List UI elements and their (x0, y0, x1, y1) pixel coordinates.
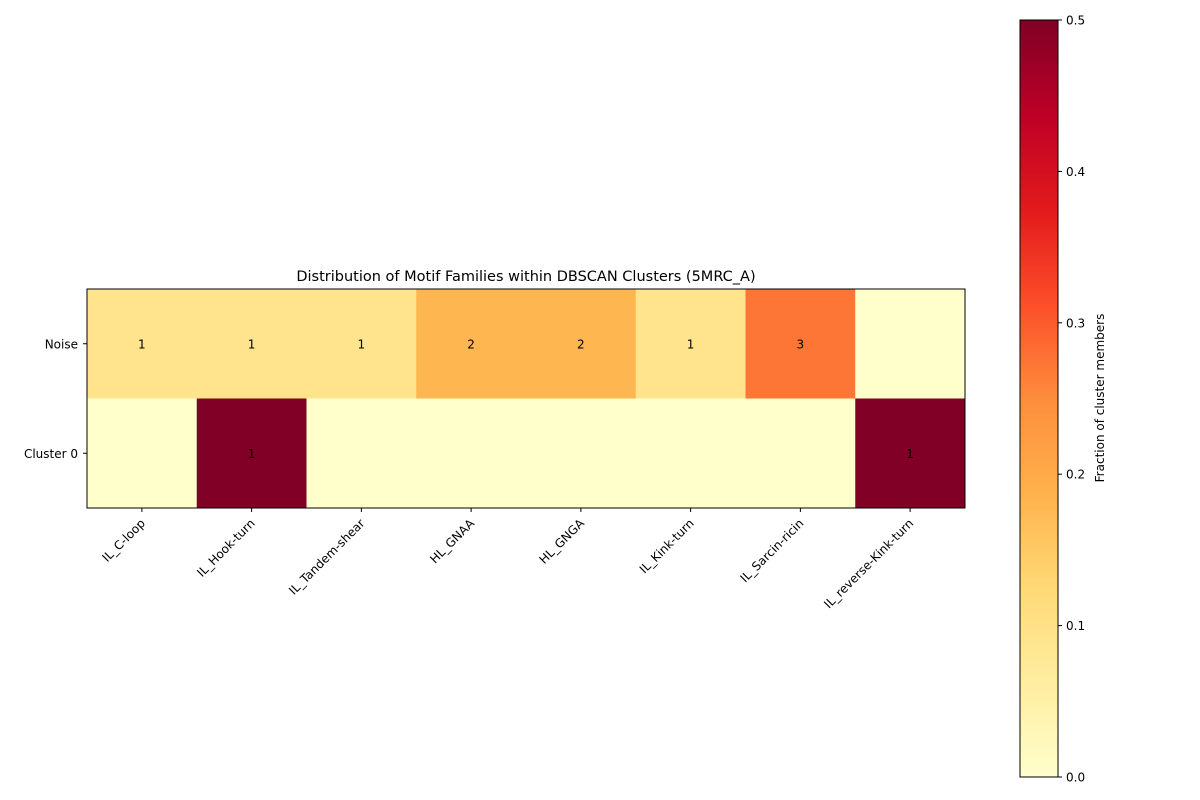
y-tick-label: Noise (45, 337, 78, 351)
x-tick-label: IL_C-loop (100, 516, 148, 564)
heatmap-cells (87, 289, 966, 509)
colorbar-tick-label: 0.5 (1066, 14, 1085, 28)
heatmap-cell (635, 398, 746, 509)
heatmap-cell (306, 398, 417, 509)
heatmap-cell (87, 398, 198, 509)
y-tick-label: Cluster 0 (24, 447, 78, 461)
heatmap-cell (416, 289, 527, 399)
colorbar-ticks: 0.0 0.1 0.2 0.3 0.4 0.5 (1058, 14, 1085, 785)
cell-count-labels: 1 1 1 2 2 1 3 1 1 (138, 337, 914, 461)
heatmap-cell (196, 398, 307, 509)
heatmap-cell (855, 289, 966, 399)
chart-title: Distribution of Motif Families within DB… (296, 269, 755, 285)
cell-count-label: 3 (797, 337, 805, 351)
heatmap-cell (745, 289, 856, 399)
colorbar-tick-label: 0.2 (1066, 468, 1085, 482)
x-tick-label: HL_GNGA (536, 516, 587, 567)
heatmap-cell (526, 289, 637, 399)
cell-count-label: 2 (577, 337, 585, 351)
x-tick-label: IL_Kink-turn (637, 516, 697, 576)
y-axis: Noise Cluster 0 (24, 337, 87, 461)
colorbar-tick-label: 0.0 (1066, 771, 1085, 785)
x-tick-label: IL_Tandem-shear (286, 516, 367, 597)
plot-frame (86, 288, 966, 509)
cell-count-label: 1 (358, 337, 366, 351)
colorbar-tick-label: 0.4 (1066, 165, 1085, 179)
heatmap-cell (745, 398, 856, 509)
heatmap-cell (87, 289, 198, 399)
x-tick-label: IL_reverse-Kink-turn (821, 516, 916, 611)
heatmap-cell (416, 398, 527, 509)
cell-count-label: 1 (687, 337, 695, 351)
colorbar (1019, 19, 1059, 778)
x-tick-label: HL_GNAA (427, 516, 478, 567)
x-axis: IL_C-loop IL_Hook-turn IL_Tandem-shear HL_G… (100, 508, 916, 611)
colorbar-label: Fraction of cluster members (1093, 314, 1107, 483)
x-tick-label: IL_Sarcin-ricin (738, 516, 807, 585)
heatmap-cell (855, 398, 966, 509)
cell-count-label: 1 (906, 447, 914, 461)
cell-count-label: 1 (138, 337, 146, 351)
cell-count-label: 1 (248, 337, 256, 351)
heatmap-cell (526, 398, 637, 509)
cell-count-label: 1 (248, 447, 256, 461)
colorbar-tick-label: 0.3 (1066, 316, 1085, 330)
heatmap-cell (196, 289, 307, 399)
colorbar-tick-label: 0.1 (1066, 619, 1085, 633)
cell-count-label: 2 (467, 337, 475, 351)
heatmap-cell (635, 289, 746, 399)
heatmap-cell (306, 289, 417, 399)
x-tick-label: IL_Hook-turn (194, 516, 258, 580)
